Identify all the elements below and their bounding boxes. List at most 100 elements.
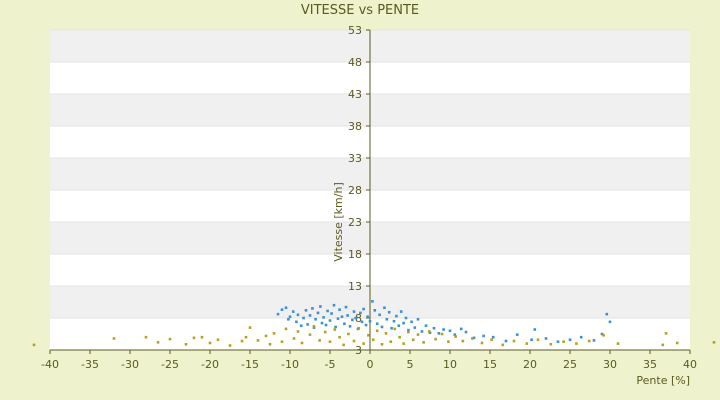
- data-point: [602, 333, 605, 337]
- data-point: [579, 335, 583, 339]
- data-point: [296, 313, 300, 317]
- data-point: [300, 341, 304, 345]
- data-point: [587, 339, 591, 343]
- data-point: [454, 335, 457, 338]
- data-point: [314, 317, 317, 321]
- data-point: [367, 333, 370, 337]
- data-point: [416, 317, 420, 321]
- x-tick-label: 20: [523, 358, 537, 371]
- x-tick-label: 15: [483, 358, 497, 371]
- y-tick-label: 43: [348, 88, 362, 101]
- data-point: [501, 343, 505, 347]
- data-point: [348, 325, 352, 328]
- data-point: [592, 339, 596, 342]
- data-point: [184, 342, 188, 346]
- data-point: [332, 303, 336, 307]
- data-point: [432, 326, 436, 330]
- data-point: [453, 333, 457, 336]
- data-point: [471, 337, 474, 340]
- data-point: [375, 322, 379, 326]
- data-point: [359, 311, 362, 315]
- data-point: [512, 339, 516, 343]
- data-point: [318, 339, 321, 342]
- x-tick-label: 25: [563, 358, 577, 371]
- data-point: [323, 330, 327, 334]
- data-point: [407, 328, 410, 332]
- data-point: [383, 306, 386, 310]
- data-point: [616, 342, 620, 345]
- data-point: [387, 310, 391, 314]
- data-point: [291, 310, 295, 313]
- data-point: [362, 342, 365, 345]
- data-point: [480, 341, 484, 345]
- data-point: [608, 320, 612, 324]
- data-point: [354, 316, 357, 320]
- y-axis-title: Vitesse [km/h]: [332, 182, 345, 262]
- data-point: [378, 313, 381, 317]
- data-point: [661, 343, 665, 347]
- data-point: [437, 332, 441, 335]
- y-tick-label: 28: [348, 184, 362, 197]
- data-point: [308, 314, 312, 317]
- data-point: [299, 324, 303, 327]
- data-point: [427, 330, 431, 333]
- x-tick-label: 5: [407, 358, 414, 371]
- data-point: [424, 324, 428, 327]
- data-point: [168, 337, 172, 341]
- y-tick-label: 53: [348, 24, 362, 37]
- x-tick-label: -5: [325, 358, 336, 371]
- y-tick-label: 13: [348, 280, 362, 293]
- data-point: [398, 335, 401, 339]
- data-point: [440, 332, 444, 336]
- data-point: [322, 316, 325, 319]
- data-point: [675, 341, 679, 345]
- data-point: [413, 326, 417, 329]
- data-point: [192, 336, 196, 340]
- data-point: [328, 319, 332, 322]
- data-point: [600, 332, 604, 336]
- data-point: [156, 341, 160, 344]
- y-tick-label: 8: [355, 312, 362, 325]
- data-point: [448, 329, 452, 333]
- chart-title: VITESSE vs PENTE: [301, 3, 419, 18]
- data-point: [324, 323, 328, 327]
- data-point: [272, 332, 276, 335]
- data-point: [295, 320, 298, 324]
- data-point: [336, 317, 340, 320]
- data-point: [326, 309, 329, 313]
- data-point: [338, 335, 341, 339]
- data-point: [268, 342, 272, 346]
- data-point: [276, 312, 280, 316]
- data-point: [389, 340, 393, 343]
- data-point: [447, 340, 450, 343]
- data-point: [536, 338, 540, 342]
- data-point: [319, 305, 322, 308]
- data-point: [371, 300, 374, 303]
- data-point: [352, 310, 356, 313]
- data-point: [360, 320, 364, 324]
- x-tick-label: 0: [367, 358, 374, 371]
- data-point: [334, 325, 337, 329]
- data-point: [556, 340, 560, 343]
- data-point: [385, 317, 389, 321]
- x-tick-label: -30: [121, 358, 139, 371]
- data-point: [280, 340, 284, 343]
- x-tick-labels: -40 -35 -30 -25 -20 -15 -10 -5 0 5 10 15 20 25 30 35 40: [41, 358, 697, 371]
- data-point: [288, 315, 292, 319]
- data-point: [351, 318, 354, 322]
- data-point: [368, 319, 372, 323]
- x-tick-label: -10: [281, 358, 299, 371]
- data-point: [549, 342, 553, 346]
- data-point: [338, 308, 341, 311]
- data-point: [422, 341, 425, 344]
- data-point: [472, 336, 476, 340]
- data-point: [605, 312, 609, 316]
- data-point: [411, 338, 415, 342]
- data-point: [347, 332, 350, 336]
- data-point: [392, 319, 396, 323]
- y-tick-label: 38: [348, 120, 362, 133]
- data-point: [208, 341, 212, 345]
- data-point: [712, 341, 716, 344]
- data-point: [490, 338, 493, 342]
